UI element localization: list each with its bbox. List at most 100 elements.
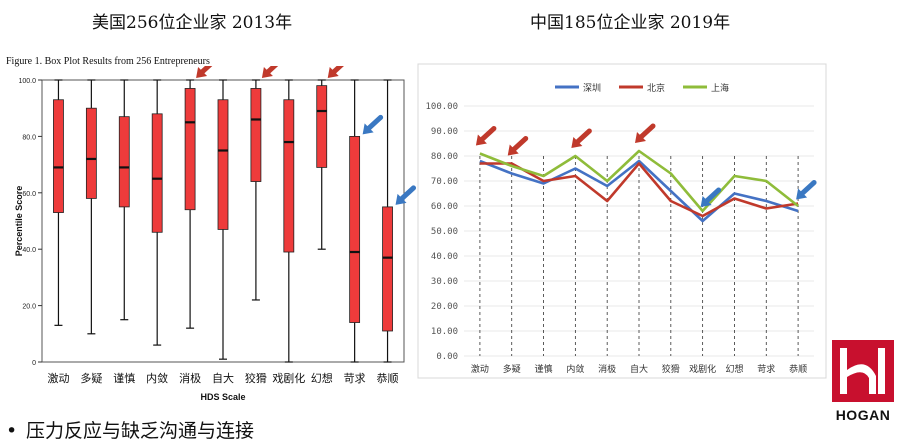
line-y-tick-label: 70.00 — [431, 177, 458, 187]
box-body — [53, 99, 64, 213]
line-blue-arrow-shaft — [704, 187, 722, 204]
line-x-tick-label: 多疑 — [503, 363, 521, 375]
box-x-tick-label: 恭顺 — [377, 372, 399, 385]
box-body — [118, 116, 130, 208]
line-red-arrow-shaft — [511, 136, 529, 152]
figure-caption: Figure 1. Box Plot Results from 256 Entr… — [6, 56, 210, 67]
line-blue-arrow-head — [796, 188, 808, 200]
box-red-arrow — [261, 66, 279, 78]
line-y-tick-label: 100.00 — [425, 102, 458, 112]
logo-text: HOGAN — [835, 407, 891, 423]
line-series-0 — [479, 159, 799, 223]
box-body — [283, 99, 295, 253]
box-red-arrow — [196, 66, 213, 78]
box-x-tick-label: 自大 — [212, 371, 234, 385]
box-body — [217, 99, 229, 230]
box-body — [184, 88, 196, 211]
legend-label: 上海 — [711, 82, 729, 94]
box-blue-arrow-head — [362, 123, 374, 135]
box-x-tick-label: 苛求 — [344, 371, 366, 385]
line-y-tick-label: 40.00 — [431, 252, 458, 262]
box-x-axis-label: HDS Scale — [200, 392, 245, 402]
box-y-tick-label: 40.0 — [22, 247, 36, 254]
line-y-tick-label: 10.00 — [431, 327, 458, 337]
line-y-tick-label: 60.00 — [431, 202, 458, 212]
box-body — [349, 136, 361, 323]
box-body — [316, 85, 328, 168]
box-x-tick-label: 激动 — [47, 371, 69, 385]
bullet-dot: • — [6, 420, 18, 442]
line-red-arrow-shaft — [574, 128, 592, 145]
line-x-tick-label: 谨慎 — [535, 363, 553, 375]
box-y-tick-label: 100.0 — [18, 78, 36, 85]
bullet-point: • 压力反应与缺乏沟通与连接 — [6, 416, 254, 443]
box-blue-arrow-head — [395, 193, 407, 205]
line-red-arrow-head — [635, 132, 646, 143]
line-x-tick-label: 内敛 — [566, 363, 584, 375]
box-red-arrow-head — [196, 67, 208, 78]
box-x-tick-label: 幻想 — [311, 371, 333, 385]
line-blue-arrow-shaft — [799, 180, 817, 196]
line-x-tick-label: 戏剧化 — [689, 363, 716, 375]
line-red-arrow — [507, 136, 529, 156]
box-red-arrow-head — [327, 67, 339, 78]
box-1 — [85, 79, 97, 335]
box-red-arrow-shaft — [265, 66, 279, 75]
logo-mark-icon — [832, 340, 894, 402]
line-red-arrow-shaft — [479, 126, 497, 142]
box-y-tick-label: 0 — [32, 360, 36, 367]
legend-label: 深圳 — [583, 83, 601, 94]
legend-label: 北京 — [647, 82, 665, 94]
box-y-axis-label: Percentile Score — [14, 186, 24, 257]
box-x-tick-label: 谨慎 — [113, 371, 135, 385]
box-plot-chart: 0 20.0 40.0 60.0 80.0 100.0 Percentile Score 激动… — [14, 66, 417, 402]
box-2 — [118, 79, 130, 321]
line-blue-arrow-head — [700, 196, 712, 207]
right-chart-title: 中国185位企业家 2019年 — [530, 13, 731, 33]
box-body — [151, 113, 163, 233]
line-series-2 — [479, 149, 799, 213]
box-red-arrow-shaft — [331, 66, 344, 75]
box-x-tick-label: 戏剧化 — [272, 371, 305, 385]
line-red-arrow — [571, 128, 592, 148]
line-y-tick-label: 0.00 — [436, 352, 458, 362]
box-y-tick-label: 80.0 — [22, 134, 36, 141]
box-red-arrow-head — [261, 67, 273, 78]
box-9 — [349, 79, 361, 363]
line-y-tick-label: 20.00 — [431, 302, 458, 312]
line-chart-frame — [417, 63, 827, 379]
line-red-arrow-head — [507, 144, 519, 156]
line-x-tick-label: 幻想 — [725, 363, 743, 375]
box-red-arrow — [327, 66, 344, 78]
box-5 — [217, 79, 229, 360]
hogan-logo: HOGAN — [832, 340, 894, 432]
line-red-arrow-head — [475, 134, 487, 146]
line-red-arrow-head — [571, 137, 583, 148]
box-body — [382, 206, 393, 332]
line-blue-arrow — [700, 187, 722, 207]
left-chart-title: 美国256位企业家 2013年 — [92, 13, 293, 33]
line-y-tick-label: 80.00 — [431, 152, 458, 162]
line-y-tick-label: 90.00 — [431, 127, 458, 137]
box-blue-arrow — [362, 114, 384, 135]
line-x-tick-label: 狡猾 — [662, 363, 680, 375]
line-series-1 — [479, 162, 799, 218]
line-x-tick-label: 苛求 — [757, 363, 775, 375]
box-x-tick-label: 狡猾 — [245, 371, 267, 385]
box-body — [85, 107, 97, 199]
line-x-tick-label: 消极 — [598, 363, 616, 375]
line-x-tick-label: 激动 — [471, 363, 489, 375]
box-blue-arrow-shaft — [366, 114, 384, 131]
bullet-text: 压力反应与缺乏沟通与连接 — [26, 420, 255, 442]
box-x-tick-label: 消极 — [179, 371, 201, 385]
box-blue-arrow-shaft — [399, 185, 417, 202]
box-7 — [283, 79, 295, 363]
line-x-tick-label: 自大 — [630, 363, 648, 375]
box-x-tick-label: 内敛 — [146, 371, 168, 385]
box-body — [250, 88, 262, 182]
line-y-tick-label: 50.00 — [431, 227, 458, 237]
box-y-tick-label: 60.0 — [22, 191, 36, 198]
box-3 — [151, 79, 163, 346]
line-red-arrow — [635, 123, 656, 143]
line-red-arrow-shaft — [638, 123, 656, 140]
